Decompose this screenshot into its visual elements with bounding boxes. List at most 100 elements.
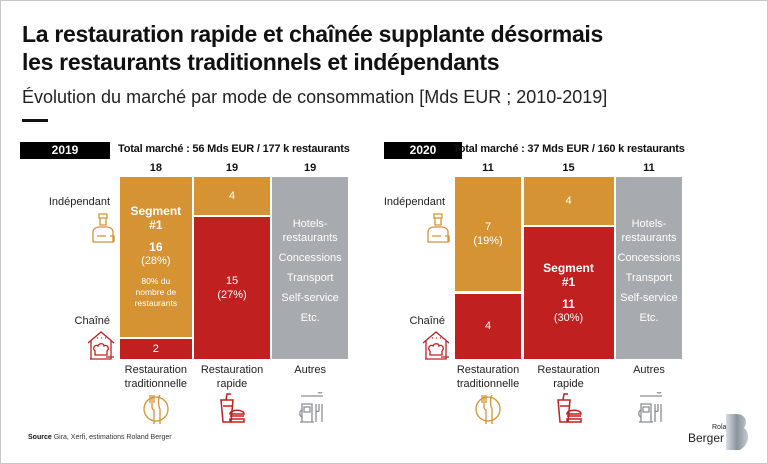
segment-label: Segment <box>130 204 182 219</box>
column-label-line: rapide <box>553 378 584 390</box>
column-label-line: Restauration <box>537 364 600 376</box>
chef-icon <box>427 213 450 243</box>
chef-icon-wrap <box>423 212 453 251</box>
segment-label: 4 <box>228 189 236 202</box>
segment-label: 16 <box>149 240 163 255</box>
column-label-line: rapide <box>216 378 248 390</box>
segment-label: Hotels- <box>631 218 667 230</box>
segment-label: 7 <box>484 221 492 234</box>
restaurant-building-icon <box>422 331 450 360</box>
fast-food-icon-wrap <box>217 392 247 431</box>
row-label-independant: Indépendant <box>383 196 445 208</box>
column-label: Restauration traditionnelle <box>445 363 531 391</box>
restaurant-icon-wrap <box>86 329 116 368</box>
segment-label: 15 <box>225 275 239 288</box>
segment-label: (19%) <box>473 235 503 248</box>
segment-label: restaurants <box>621 232 677 244</box>
roland-berger-logo: Roland Berger <box>688 414 749 450</box>
segment-label: Segment <box>543 261 594 276</box>
chart-subtitle: Évolution du marché par mode de consomma… <box>22 87 608 107</box>
column-total: 19 <box>225 162 239 174</box>
segment-independant: 7 (19%) <box>455 177 521 292</box>
chart-title: La restauration rapide et chaînée suppla… <box>22 20 742 76</box>
gas-station-icon-wrap <box>634 388 664 431</box>
gas-station-icon-wrap <box>295 388 325 431</box>
segment-label: Self-service <box>281 292 339 304</box>
gas-station-icon <box>299 388 324 423</box>
restaurant-icon-wrap <box>421 329 451 368</box>
column-label: Restauration traditionnelle <box>110 363 202 391</box>
segment-label: (28%) <box>141 255 171 268</box>
restaurant-building-icon <box>87 331 115 360</box>
column-total: 11 <box>643 162 655 174</box>
column-label-line: Autres <box>633 364 665 376</box>
segment-label: Concessions <box>617 252 681 264</box>
chef-icon <box>92 213 115 243</box>
segment-label: 2 <box>152 343 159 356</box>
column-label-line: Restauration <box>124 364 188 376</box>
segment-label: #1 <box>561 275 576 290</box>
column-label: Restauration rapide <box>184 363 280 391</box>
gas-station-icon <box>638 388 662 423</box>
segment-autres: Hotels-restaurants Concessions Transport Se… <box>616 177 682 359</box>
title-rule <box>22 119 48 122</box>
title-line-1: La restauration rapide et chaînée suppla… <box>22 21 604 47</box>
segment-label: nombre de <box>135 287 177 298</box>
plate-cutlery-icon <box>475 394 501 424</box>
segment-label: (30%) <box>553 312 584 325</box>
segment-label: restaurants <box>282 232 338 244</box>
year-label: 2020 <box>384 142 462 159</box>
segment-label: Concessions <box>278 252 342 264</box>
segment-label: (27%) <box>217 289 247 302</box>
segment-independant: 4 <box>194 177 270 215</box>
column-label: Autres <box>606 363 692 377</box>
chef-icon-wrap <box>88 212 118 251</box>
year-label: 2019 <box>20 142 110 159</box>
column-label-line: Autres <box>294 364 327 376</box>
title-line-2: les restaurants traditionnels et indépen… <box>22 49 500 75</box>
segment-chaine: 15 (27%) <box>194 217 270 359</box>
row-label-chaine: Chaîné <box>409 315 445 327</box>
source-text: Gira, Xerfi, estimations Roland Berger <box>53 434 172 441</box>
column-total: 19 <box>304 162 317 174</box>
segment-independant: Segment #1 16 (28%) 80% du nombre de restauran… <box>120 177 192 337</box>
fast-food-icon <box>220 393 245 423</box>
plate-cutlery-icon-wrap <box>473 392 503 431</box>
market-total: Total marché : 37 Mds EUR / 160 k restau… <box>453 143 685 155</box>
segment-label: Transport <box>625 272 673 284</box>
svg-text:Roland: Roland <box>712 424 734 431</box>
column-label-line: traditionnelle <box>456 378 520 390</box>
plate-cutlery-icon <box>143 394 169 424</box>
segment-autres: Hotels-restaurants Concessions Transport Se… <box>272 177 348 359</box>
segment-chaine: 2 <box>120 339 192 359</box>
fast-food-icon <box>556 393 582 423</box>
fast-food-icon-wrap <box>554 392 584 431</box>
plate-cutlery-icon-wrap <box>141 392 171 431</box>
column-total: 15 <box>562 162 575 174</box>
segment-label: restaurants <box>134 298 178 309</box>
row-label-independant: Indépendant <box>48 196 110 208</box>
segment-chaine: 4 <box>455 293 521 359</box>
segment-label: 80% du <box>141 276 171 287</box>
column-label: Autres <box>262 363 358 377</box>
segment-label: 11 <box>562 297 575 312</box>
svg-text:Berger: Berger <box>688 431 724 445</box>
column-total: 18 <box>149 162 162 174</box>
segment-label: Etc. <box>639 312 659 324</box>
source-label: Source <box>28 434 52 441</box>
segment-label: Self-service <box>620 292 678 304</box>
segment-label: 4 <box>484 320 492 333</box>
column-label: Restauration rapide <box>514 363 624 391</box>
segment-label: Transport <box>286 272 334 284</box>
row-label-chaine: Chaîné <box>74 315 110 327</box>
segment-chaine: Segment #1 11 (30%) <box>523 227 614 359</box>
column-label-line: Restauration <box>456 364 520 376</box>
column-label-line: traditionnelle <box>124 378 188 390</box>
market-total: Total marché : 56 Mds EUR / 177 k restau… <box>118 143 350 155</box>
segment-label: #1 <box>149 218 163 233</box>
source-note: Source Gira, Xerfi, estimations Roland B… <box>28 434 172 441</box>
segment-label: Hotels- <box>292 218 328 230</box>
segment-label: Etc. <box>300 312 320 324</box>
column-total: 11 <box>482 162 494 174</box>
segment-independant: 4 <box>523 177 614 225</box>
